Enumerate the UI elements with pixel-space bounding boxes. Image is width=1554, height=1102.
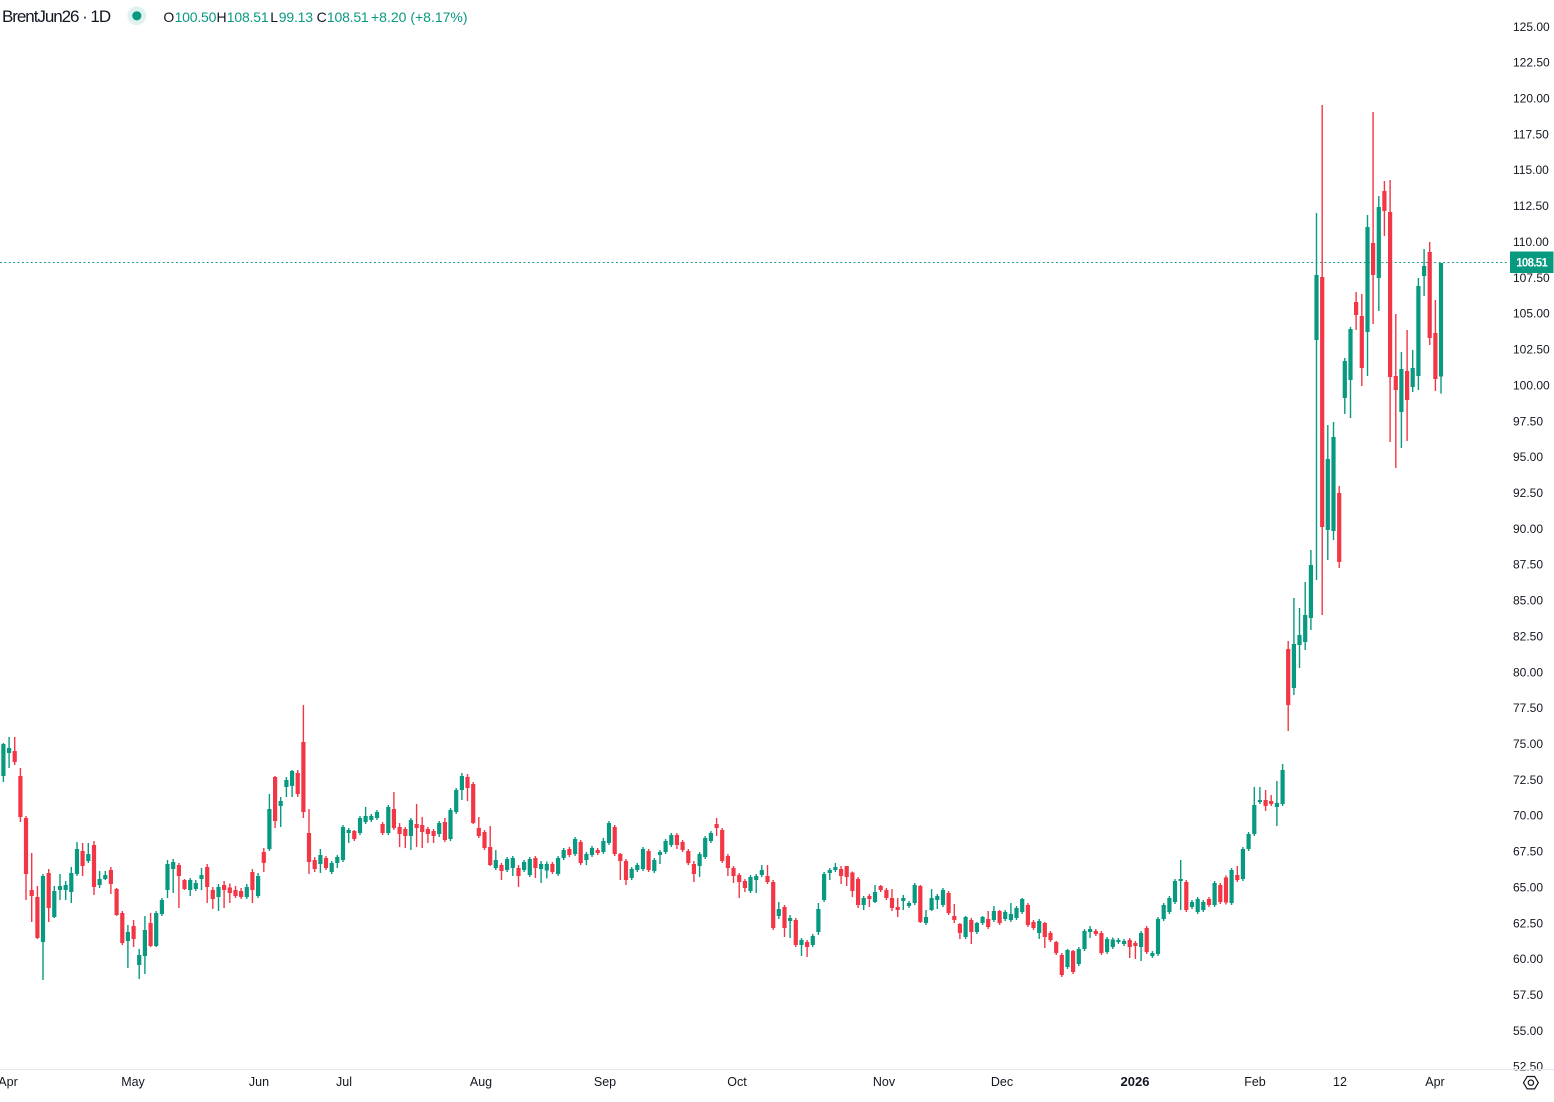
svg-text:112.50: 112.50 <box>1513 199 1549 213</box>
svg-text:92.50: 92.50 <box>1513 486 1543 500</box>
svg-text:107.50: 107.50 <box>1513 271 1550 285</box>
svg-text:90.00: 90.00 <box>1513 522 1543 536</box>
svg-text:Jul: Jul <box>336 1075 352 1089</box>
svg-text:85.00: 85.00 <box>1513 594 1543 608</box>
svg-text:2026: 2026 <box>1121 1074 1150 1089</box>
svg-text:102.50: 102.50 <box>1513 343 1550 357</box>
svg-text:67.50: 67.50 <box>1513 845 1543 859</box>
svg-text:82.50: 82.50 <box>1513 629 1543 643</box>
svg-text:120.00: 120.00 <box>1513 92 1550 106</box>
svg-text:122.50: 122.50 <box>1513 56 1550 70</box>
svg-text:87.50: 87.50 <box>1513 558 1543 572</box>
svg-text:Aug: Aug <box>470 1075 492 1089</box>
svg-text:99.13: 99.13 <box>279 9 313 25</box>
svg-text:108.51: 108.51 <box>327 9 369 25</box>
svg-text:108.51: 108.51 <box>227 9 269 25</box>
svg-text:O: O <box>163 9 174 25</box>
svg-text:80.00: 80.00 <box>1513 665 1543 679</box>
svg-text:12: 12 <box>1333 1075 1347 1089</box>
svg-text:52.50: 52.50 <box>1513 1060 1543 1074</box>
svg-text:72.50: 72.50 <box>1513 773 1543 787</box>
svg-text:57.50: 57.50 <box>1513 988 1543 1002</box>
svg-text:C: C <box>317 9 327 25</box>
svg-text:+8.20 (+8.17%): +8.20 (+8.17%) <box>371 9 468 25</box>
svg-text:Oct: Oct <box>727 1075 747 1089</box>
svg-text:75.00: 75.00 <box>1513 737 1543 751</box>
svg-text:May: May <box>121 1075 145 1089</box>
svg-text:70.00: 70.00 <box>1513 809 1543 823</box>
svg-text:62.50: 62.50 <box>1513 916 1543 930</box>
svg-text:BrentJun26 · 1D: BrentJun26 · 1D <box>2 7 111 26</box>
svg-text:L: L <box>270 9 278 25</box>
svg-text:115.00: 115.00 <box>1513 163 1549 177</box>
svg-text:125.00: 125.00 <box>1513 20 1550 34</box>
svg-text:117.50: 117.50 <box>1513 127 1549 141</box>
svg-text:60.00: 60.00 <box>1513 952 1543 966</box>
svg-text:Dec: Dec <box>991 1075 1013 1089</box>
svg-text:Feb: Feb <box>1244 1075 1266 1089</box>
svg-text:100.50: 100.50 <box>175 9 217 25</box>
svg-text:Apr: Apr <box>0 1075 18 1089</box>
svg-text:Nov: Nov <box>873 1075 896 1089</box>
svg-text:110.00: 110.00 <box>1513 235 1549 249</box>
svg-text:H: H <box>217 9 227 25</box>
svg-text:Apr: Apr <box>1425 1075 1444 1089</box>
svg-text:Sep: Sep <box>594 1075 616 1089</box>
svg-text:97.50: 97.50 <box>1513 414 1543 428</box>
svg-text:95.00: 95.00 <box>1513 450 1543 464</box>
svg-text:77.50: 77.50 <box>1513 701 1543 715</box>
svg-text:55.00: 55.00 <box>1513 1024 1543 1038</box>
svg-text:Jun: Jun <box>249 1075 269 1089</box>
svg-text:100.00: 100.00 <box>1513 378 1550 392</box>
svg-text:65.00: 65.00 <box>1513 880 1543 894</box>
svg-text:108.51: 108.51 <box>1516 257 1548 269</box>
svg-text:105.00: 105.00 <box>1513 307 1550 321</box>
